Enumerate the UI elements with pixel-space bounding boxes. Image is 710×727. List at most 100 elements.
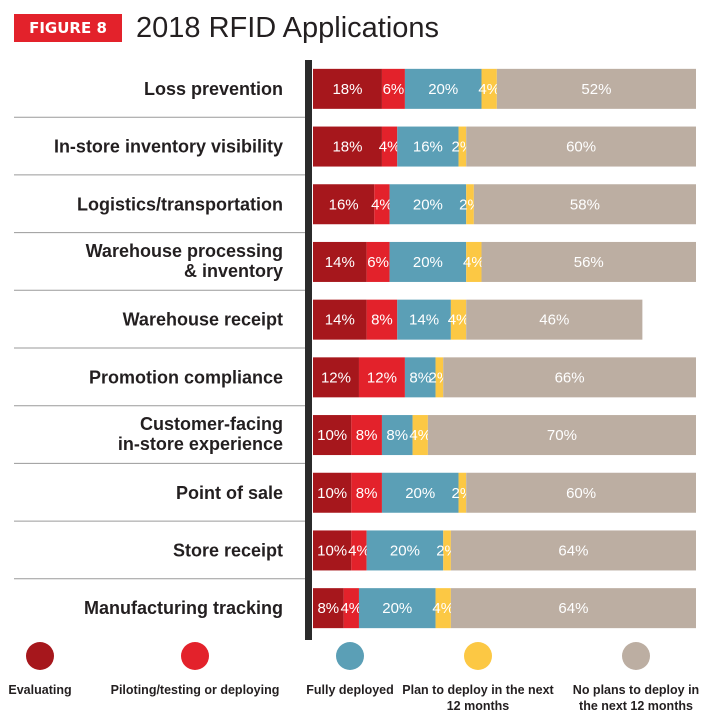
bar-segment [351,415,382,456]
data-label: 4% [432,600,454,617]
data-label: 8% [356,427,378,444]
bar-segment [313,126,382,167]
bar-segment [389,184,467,225]
bar-segment [496,68,696,109]
legend-label: the next 12 months [579,699,693,713]
bar-segment [366,299,398,340]
category-label-logistics-transportation: Logistics/transportation [77,194,283,214]
legend-swatch [336,642,364,670]
data-label: 4% [348,542,370,559]
bar-segment [450,588,696,629]
data-label: 46% [539,312,569,329]
data-label: 64% [558,600,588,617]
data-label: 20% [428,81,458,98]
legend-label: Fully deployed [306,683,394,697]
category-label-loss-prevention: Loss prevention [144,79,283,99]
bar-segment [381,126,398,167]
data-label: 4% [409,427,431,444]
data-label: 20% [390,542,420,559]
category-label-point-of-sale: Point of sale [176,483,283,503]
data-label: 12% [321,369,351,386]
bar-segment [466,299,643,340]
bar-segment [443,530,451,571]
category-label-in-store-inventory-visibility: In-store inventory visibility [54,137,283,157]
data-label: 20% [405,485,435,502]
bar-segment [351,472,382,513]
data-label: 4% [478,81,500,98]
data-label: 56% [574,254,604,271]
category-label-customer-facing-in-store-experience: Customer-facing [140,414,283,434]
legend-label: Plan to deploy in the next [402,683,554,697]
data-label: 4% [371,196,393,213]
data-label: 4% [379,139,401,156]
bar-segment [313,530,352,571]
bar-segment [313,472,352,513]
bar-segment [358,357,405,398]
bar-segment [458,126,467,167]
bar-segment [450,299,467,340]
data-label: 8% [386,427,408,444]
data-label: 20% [413,196,443,213]
bar-segment [458,472,467,513]
category-label-warehouse-processing-inventory: Warehouse processing [86,241,283,261]
bar-segment [366,241,390,282]
data-label: 6% [383,81,405,98]
bar-segment [313,241,367,282]
bar-segment [404,68,482,109]
data-label: 66% [555,369,585,386]
data-label: 4% [448,312,470,329]
data-label: 10% [317,542,347,559]
category-label-warehouse-processing-inventory: & inventory [184,261,283,281]
category-label-warehouse-receipt: Warehouse receipt [123,310,283,330]
data-label: 60% [566,485,596,502]
bar-segment [435,588,451,629]
bar-segment [450,530,696,571]
bar-segment [466,241,482,282]
data-label: 16% [413,139,443,156]
bar-segment [389,241,467,282]
bar-segment [381,68,405,109]
data-label: 20% [413,254,443,271]
bar-segment [313,357,359,398]
bar-segment [466,472,696,513]
data-label: 8% [409,369,431,386]
data-label: 8% [371,312,393,329]
bar-segment [313,588,344,629]
legend-label: Piloting/testing or deploying [111,683,280,697]
bar-segment [466,126,696,167]
bar-segment [313,184,375,225]
bar-segment [412,415,428,456]
category-label-promotion-compliance: Promotion compliance [89,367,283,387]
bar-segment [313,415,352,456]
bar-segment [427,415,696,456]
data-label: 58% [570,196,600,213]
data-label: 64% [558,542,588,559]
bar-segment [397,299,451,340]
axis-line [305,60,312,640]
legend-swatch [464,642,492,670]
data-label: 60% [566,139,596,156]
bar-segment [404,357,436,398]
bar-segment [466,184,474,225]
data-label: 14% [325,312,355,329]
bar-segment [351,530,367,571]
data-label: 18% [332,81,362,98]
bar-segment [435,357,444,398]
bar-segment [481,68,497,109]
category-label-manufacturing-tracking: Manufacturing tracking [84,598,283,618]
bar-segment [343,588,359,629]
legend-swatch [622,642,650,670]
data-label: 6% [367,254,389,271]
chart-title: 2018 RFID Applications [136,12,440,44]
data-label: 10% [317,485,347,502]
bar-segment [313,299,367,340]
data-label: 8% [356,485,378,502]
data-label: 8% [317,600,339,617]
bar-segment [481,241,696,282]
data-label: 10% [317,427,347,444]
legend-swatch [26,642,54,670]
data-label: 16% [329,196,359,213]
legend-label: Evaluating [8,683,71,697]
bar-segment [443,357,696,398]
